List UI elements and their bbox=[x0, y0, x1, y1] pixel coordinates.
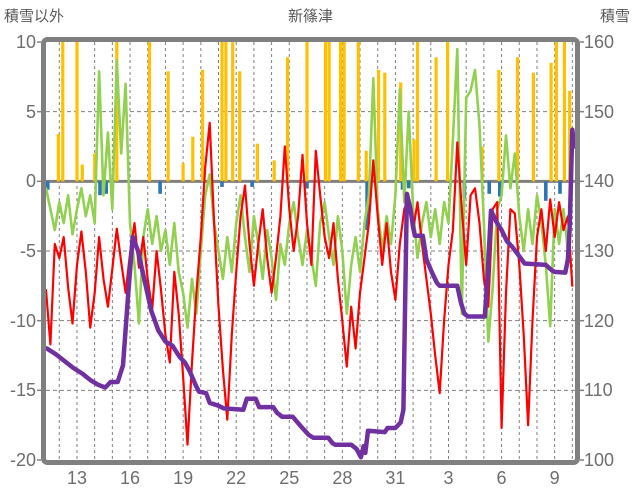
left-axis-tick-label: -20 bbox=[9, 450, 36, 470]
right-axis-tick-label: 110 bbox=[584, 380, 613, 401]
right-axis-tick-label: 120 bbox=[584, 310, 615, 331]
right-axis-tick-label: 160 bbox=[584, 32, 615, 52]
right-axis-tick-label: 130 bbox=[584, 241, 615, 261]
left-axis-tick-label: -15 bbox=[9, 380, 36, 401]
x-axis-tick-label: 31 bbox=[385, 468, 406, 488]
plot-border bbox=[41, 37, 580, 465]
left-axis-tick-label: -10 bbox=[9, 310, 36, 331]
right-axis-tick-label: 150 bbox=[584, 101, 615, 122]
x-axis-tick-label: 25 bbox=[279, 468, 300, 488]
red-series-line bbox=[46, 121, 574, 446]
right-axis-tick-label: 140 bbox=[584, 171, 615, 192]
left-axis-tick-label: 10 bbox=[15, 32, 36, 52]
x-axis-tick-label: 28 bbox=[332, 468, 353, 488]
snow-depth-line bbox=[46, 127, 575, 460]
left-axis-tick-label: 0 bbox=[25, 171, 36, 192]
right-axis-title: 積雪 bbox=[599, 8, 630, 25]
x-axis-tick-label: 16 bbox=[120, 468, 141, 488]
orange-bars bbox=[56, 42, 572, 182]
x-axis-tick-label: 9 bbox=[549, 468, 560, 488]
plot-contents bbox=[46, 42, 575, 460]
right-axis-tick-label: 100 bbox=[584, 450, 615, 470]
x-axis-tick-label: 22 bbox=[226, 468, 247, 488]
x-axis-tick-label: 19 bbox=[173, 468, 194, 488]
left-axis-tick-label: 5 bbox=[25, 101, 36, 122]
green-series-line bbox=[46, 47, 574, 343]
left-axis-title: 積雪以外 bbox=[4, 8, 65, 25]
axis-ticks bbox=[37, 41, 584, 461]
x-axis-tick-label: 6 bbox=[496, 468, 507, 488]
left-axis-tick-label: -5 bbox=[19, 241, 36, 261]
x-axis-tick-label: 13 bbox=[66, 468, 87, 488]
x-axis-tick-label: 3 bbox=[443, 468, 454, 488]
chart-title: 新篠津 bbox=[287, 8, 333, 25]
